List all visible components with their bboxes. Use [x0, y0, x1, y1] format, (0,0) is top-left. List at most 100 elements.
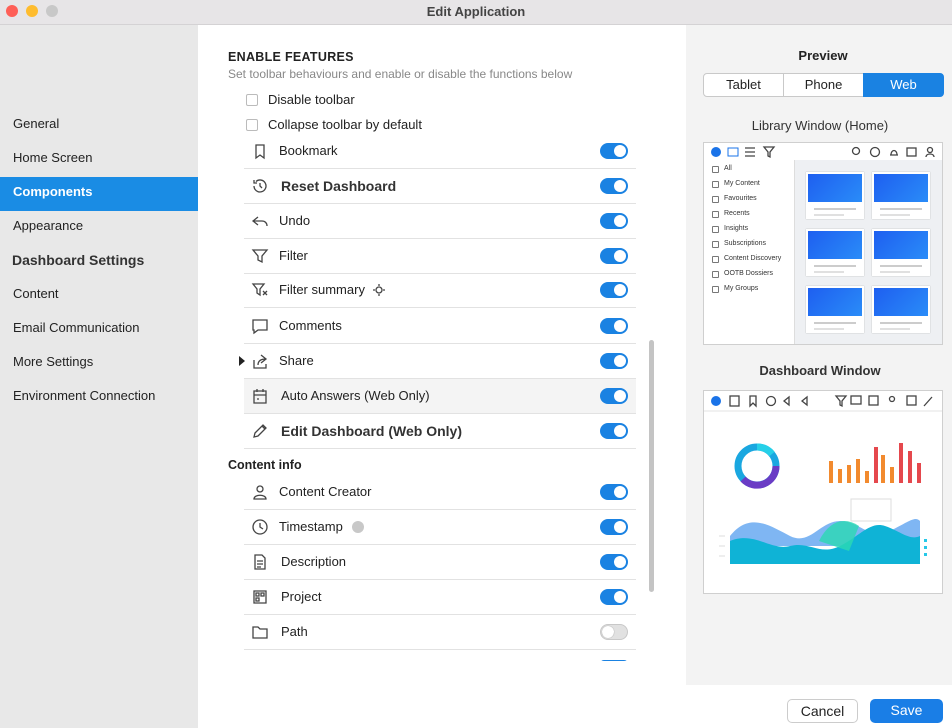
dashboard-title: Dashboard Window — [759, 363, 881, 378]
library-nav-item: Recents — [724, 210, 750, 217]
row-label: Bookmark — [279, 143, 338, 158]
library-card — [806, 286, 864, 333]
zoom-button[interactable] — [46, 5, 58, 17]
library-nav-item: OOTB Dossiers — [724, 270, 774, 277]
toggle[interactable] — [600, 423, 628, 439]
card-line — [880, 328, 910, 330]
library-title: Library Window (Home) — [751, 118, 889, 133]
sidebar-item[interactable]: Environment Connection — [13, 388, 156, 403]
toggle-knob — [602, 626, 614, 638]
section-heading: ENABLE FEATURES — [228, 50, 354, 64]
row-label: Auto Answers (Web Only) — [281, 388, 430, 403]
sidebar-item[interactable]: More Settings — [13, 354, 94, 369]
library-preview: All My Content Favourites Recents Insights Su… — [703, 142, 943, 345]
row-divider — [244, 544, 636, 545]
scrollbar[interactable] — [649, 340, 654, 592]
card-line — [814, 214, 844, 216]
row-divider — [244, 413, 636, 414]
row-divider — [244, 273, 636, 274]
row-highlight — [244, 379, 636, 414]
library-card — [872, 229, 930, 276]
card-thumbnail — [808, 231, 862, 259]
library-card — [806, 172, 864, 219]
toggle[interactable] — [600, 248, 628, 264]
preview-tab[interactable]: Tablet — [703, 73, 784, 97]
row-divider — [244, 579, 636, 580]
row-divider — [244, 448, 636, 449]
preview-heading: Preview — [798, 48, 848, 63]
toggle[interactable] — [600, 484, 628, 500]
library-nav-item: Subscriptions — [724, 240, 767, 247]
minimize-button[interactable] — [26, 5, 38, 17]
row-divider — [244, 614, 636, 615]
card-line — [814, 322, 856, 324]
toggle[interactable] — [600, 589, 628, 605]
sidebar-item[interactable]: General — [13, 116, 60, 131]
nav-icon — [712, 196, 719, 203]
checkbox[interactable] — [246, 94, 258, 106]
row-divider — [244, 168, 636, 169]
row-divider — [244, 238, 636, 239]
toggle[interactable] — [600, 624, 628, 640]
sidebar-item[interactable]: Home Screen — [13, 150, 93, 165]
library-nav-item: Favourites — [724, 195, 757, 202]
card-thumbnail — [874, 231, 928, 259]
nav-icon — [712, 181, 719, 188]
icon — [251, 249, 269, 264]
row-label: Path — [281, 624, 308, 639]
nav-icon — [712, 286, 719, 293]
toggle[interactable] — [600, 554, 628, 570]
toggle[interactable] — [600, 143, 628, 159]
card-line — [880, 208, 922, 210]
checkbox-label: Disable toolbar — [268, 92, 355, 107]
toggle[interactable] — [600, 318, 628, 334]
preview-tab[interactable]: Phone — [783, 73, 864, 97]
card-line — [814, 328, 844, 330]
info-icon — [352, 521, 364, 533]
card-line — [880, 322, 922, 324]
toggle-knob — [614, 215, 626, 227]
toggle[interactable] — [600, 282, 628, 298]
section-label: Content info — [228, 458, 302, 472]
icon — [251, 283, 268, 297]
save-button[interactable]: Save — [870, 699, 943, 723]
row-divider — [244, 203, 636, 204]
preview-tab[interactable]: Web — [863, 73, 944, 97]
expand-arrow[interactable] — [239, 356, 245, 366]
library-nav-item: Content Discovery — [724, 255, 782, 262]
icon — [252, 519, 268, 535]
icon — [253, 179, 267, 193]
row-label: Content Creator — [279, 484, 372, 499]
toggle[interactable] — [600, 213, 628, 229]
nav-icon — [712, 226, 719, 233]
card-line — [880, 265, 922, 267]
toggle[interactable] — [600, 178, 628, 194]
toggle[interactable] — [600, 519, 628, 535]
feature-list: Bookmark Reset Dashboard Undo Filter Filter … — [198, 143, 648, 661]
toggle-knob — [614, 250, 626, 262]
toggle-knob — [614, 320, 626, 332]
sidebar-item[interactable]: Appearance — [13, 218, 84, 233]
close-button[interactable] — [6, 5, 18, 17]
sidebar-item[interactable]: Components — [13, 184, 93, 199]
toggle-knob — [614, 355, 626, 367]
checkbox[interactable] — [246, 119, 258, 131]
toggle-knob — [614, 556, 626, 568]
window-title: Edit Application — [426, 4, 526, 19]
toggle-knob — [614, 284, 626, 296]
library-nav-item: Insights — [724, 225, 749, 232]
card-line — [814, 265, 856, 267]
title-bar: Edit Application — [0, 0, 952, 25]
toggle[interactable] — [600, 388, 628, 404]
cancel-button[interactable]: Cancel — [787, 699, 858, 723]
toggle[interactable] — [600, 353, 628, 369]
library-card — [872, 286, 930, 333]
sidebar-item[interactable]: Content — [13, 286, 59, 301]
toggle-knob — [614, 180, 626, 192]
icon — [253, 354, 268, 369]
toggle-knob — [614, 591, 626, 603]
row-label: Edit Dashboard (Web Only) — [281, 423, 462, 439]
sidebar-item[interactable]: Email Communication — [13, 320, 140, 335]
icon — [253, 485, 267, 500]
sidebar-item[interactable]: Dashboard Settings — [12, 252, 145, 268]
